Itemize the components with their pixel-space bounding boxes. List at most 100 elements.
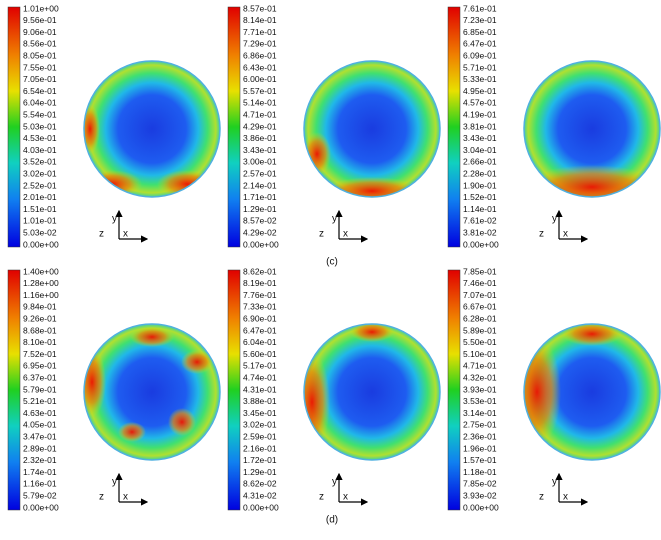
colorbar-label: 7.85e-01 [463, 266, 497, 276]
colorbar-label: 2.75e-01 [463, 420, 497, 430]
colorbar-label: 0.00e+00 [243, 239, 279, 249]
colorbar-label: 0.00e+00 [23, 502, 59, 512]
colorbar-label: 6.00e-01 [243, 74, 277, 84]
panel: 8.62e-018.19e-017.76e-017.33e-016.90e-01… [228, 266, 440, 512]
colorbar-label: 1.01e-01 [23, 216, 57, 226]
colorbar-label: 6.95e-01 [23, 361, 57, 371]
colorbar-label: 8.57e-01 [243, 3, 277, 13]
colorbar [8, 270, 20, 510]
colorbar-label: 9.26e-01 [23, 313, 57, 323]
colorbar-label: 6.90e-01 [243, 313, 277, 323]
colorbar-label: 5.17e-01 [243, 361, 277, 371]
caption: (d) [326, 515, 338, 526]
colorbar-label: 4.71e-01 [463, 361, 497, 371]
axis-label: y [552, 214, 557, 225]
colorbar-label: 5.14e-01 [243, 98, 277, 108]
colorbar-label: 4.57e-01 [463, 98, 497, 108]
colorbar-label: 3.00e-01 [243, 157, 277, 167]
colorbar-label: 4.19e-01 [463, 109, 497, 119]
colorbar-label: 4.32e-01 [463, 372, 497, 382]
axis-label: y [112, 214, 117, 225]
colorbar-label: 0.00e+00 [463, 502, 499, 512]
colorbar-label: 9.06e-01 [23, 27, 57, 37]
colorbar-label: 6.67e-01 [463, 302, 497, 312]
colorbar-label: 2.14e-01 [243, 180, 277, 190]
colorbar-label: 3.45e-01 [243, 408, 277, 418]
colorbar-label: 4.29e-02 [243, 227, 277, 237]
colorbar-label: 3.43e-01 [243, 145, 277, 155]
colorbar-label: 1.52e-01 [463, 192, 497, 202]
colorbar-label: 5.71e-01 [463, 62, 497, 72]
colorbar-label: 6.28e-01 [463, 313, 497, 323]
hot-zone [168, 408, 196, 436]
colorbar-label: 3.52e-01 [23, 157, 57, 167]
colorbar-label: 4.29e-01 [243, 121, 277, 131]
axis-label: y [332, 477, 337, 488]
contour [78, 324, 220, 460]
colorbar-label: 3.04e-01 [463, 145, 497, 155]
colorbar-label: 4.63e-01 [23, 408, 57, 418]
axis-label: z [539, 492, 544, 503]
colorbar-label: 6.43e-01 [243, 62, 277, 72]
colorbar-label: 4.31e-01 [243, 384, 277, 394]
hot-zone [522, 165, 661, 209]
colorbar-label: 6.09e-01 [463, 50, 497, 60]
panel: 7.85e-017.46e-017.07e-016.67e-016.28e-01… [448, 266, 660, 512]
colorbar-label: 4.31e-02 [243, 490, 277, 500]
axis-label: x [343, 492, 348, 503]
colorbar-label: 5.79e-01 [23, 384, 57, 394]
axis-label: x [343, 229, 348, 240]
colorbar-label: 6.54e-01 [23, 86, 57, 96]
colorbar-label: 8.10e-01 [23, 337, 57, 347]
panel: 1.40e+001.28e+001.16e+009.84e-019.26e-01… [8, 266, 220, 512]
colorbar-label: 1.16e+00 [23, 290, 59, 300]
colorbar-label: 4.03e-01 [23, 145, 57, 155]
colorbar-label: 7.55e-01 [23, 62, 57, 72]
colorbar-label: 1.71e-01 [243, 192, 277, 202]
colorbar-label: 5.10e-01 [463, 349, 497, 359]
colorbar-label: 7.61e-02 [463, 216, 497, 226]
colorbar [228, 7, 240, 247]
hot-zone [562, 322, 622, 346]
colorbar-label: 3.93e-02 [463, 490, 497, 500]
axis-label: x [563, 492, 568, 503]
colorbar-label: 6.86e-01 [243, 50, 277, 60]
axis-label: x [563, 229, 568, 240]
colorbar [448, 270, 460, 510]
colorbar-label: 2.59e-01 [243, 431, 277, 441]
colorbar-label: 8.05e-01 [23, 50, 57, 60]
figure: 1.01e+009.56e-019.06e-018.56e-018.05e-01… [0, 0, 661, 535]
colorbar-label: 8.14e-01 [243, 15, 277, 25]
colorbar-label: 8.57e-02 [243, 216, 277, 226]
colorbar-label: 8.62e-02 [243, 479, 277, 489]
colorbar-label: 7.33e-01 [243, 302, 277, 312]
colorbar-label: 2.28e-01 [463, 168, 497, 178]
colorbar [228, 270, 240, 510]
panel: 7.61e-017.23e-016.85e-016.47e-016.09e-01… [448, 3, 661, 249]
colorbar-label: 5.60e-01 [243, 349, 277, 359]
hot-zone [118, 422, 146, 442]
colorbar-label: 3.88e-01 [243, 396, 277, 406]
colorbar-label: 6.85e-01 [463, 27, 497, 37]
colorbar-label: 3.53e-01 [463, 396, 497, 406]
panel: 8.57e-018.14e-017.71e-017.29e-016.86e-01… [228, 3, 440, 249]
colorbar-label: 1.18e-01 [463, 467, 497, 477]
colorbar-label: 6.47e-01 [463, 39, 497, 49]
colorbar-label: 2.16e-01 [243, 443, 277, 453]
colorbar-label: 3.81e-01 [463, 121, 497, 131]
colorbar-label: 1.16e-01 [23, 479, 57, 489]
colorbar-label: 5.03e-02 [23, 227, 57, 237]
colorbar-label: 9.84e-01 [23, 302, 57, 312]
colorbar-label: 7.85e-02 [463, 479, 497, 489]
contour [522, 61, 661, 209]
colorbar-label: 3.14e-01 [463, 408, 497, 418]
colorbar-label: 6.47e-01 [243, 325, 277, 335]
colorbar-label: 4.71e-01 [243, 109, 277, 119]
colorbar-label: 0.00e+00 [243, 502, 279, 512]
hot-zone [157, 170, 217, 198]
colorbar-label: 9.56e-01 [23, 15, 57, 25]
colorbar-label: 4.53e-01 [23, 133, 57, 143]
colorbar-label: 2.36e-01 [463, 431, 497, 441]
colorbar-label: 7.71e-01 [243, 27, 277, 37]
colorbar-label: 1.51e-01 [23, 204, 57, 214]
